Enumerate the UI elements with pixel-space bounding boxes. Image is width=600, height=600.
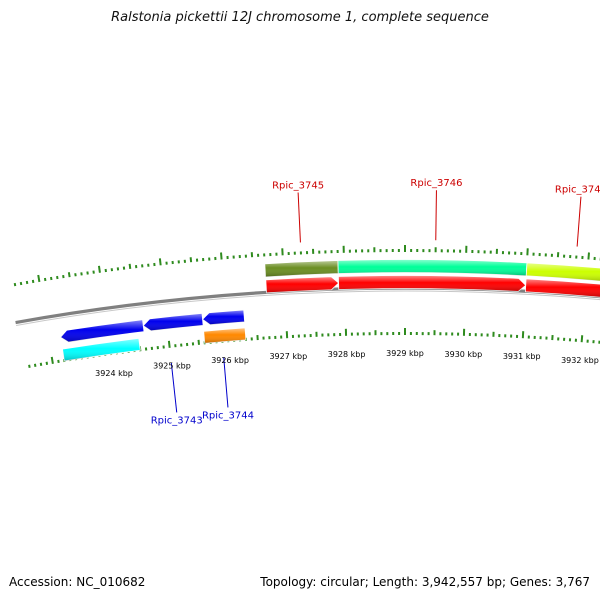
scale-label: 3930 kbp bbox=[445, 350, 483, 359]
scale-tick bbox=[128, 263, 132, 269]
genes-label: Genes: bbox=[509, 575, 552, 589]
scale-label: 3928 kbp bbox=[328, 350, 366, 359]
gene-labels: Rpic_3745 Rpic_3746 Rpic_3747 Rpic_3743Rpic… bbox=[151, 178, 600, 426]
gene-feature-shading bbox=[60, 319, 144, 343]
gene-feature-shading bbox=[203, 327, 246, 344]
scale-tick bbox=[167, 340, 171, 348]
gene-feature-shading bbox=[526, 262, 600, 282]
length-label: Length: bbox=[372, 575, 419, 589]
label-callout bbox=[297, 192, 301, 243]
gene-label-Rpic_3746: Rpic_3746 bbox=[410, 178, 462, 189]
map-title: Ralstonia pickettii 12J chromosome 1, co… bbox=[111, 10, 489, 25]
label-callout bbox=[576, 196, 582, 247]
gene-label-Rpic_3743: Rpic_3743 bbox=[151, 415, 203, 426]
label-callout bbox=[435, 190, 437, 241]
scale-label: 3929 kbp bbox=[386, 349, 424, 358]
scale-tick bbox=[97, 265, 101, 273]
gene-label-Rpic_3747: Rpic_3747 bbox=[555, 185, 600, 196]
topology-value: circular; bbox=[320, 575, 369, 589]
scale-label: 3927 kbp bbox=[269, 352, 307, 361]
outer-tick-track bbox=[13, 245, 600, 287]
gene-feature-shading bbox=[202, 309, 245, 325]
label-callout bbox=[170, 362, 178, 413]
scale-label: 3924 kbp bbox=[95, 369, 133, 378]
gene-feature-shading bbox=[264, 260, 339, 277]
gene-feature-shading bbox=[62, 338, 141, 361]
gene-feature-shading bbox=[338, 275, 526, 292]
scale-tick bbox=[37, 274, 41, 283]
gene-features bbox=[59, 259, 600, 362]
scale-tick bbox=[28, 364, 31, 368]
kbp-scale-labels: 3924 kbp 3925 kbp 3926 kbp 3927 kbp 3928 kbp… bbox=[95, 349, 599, 378]
sequence-summary: Topology: circular; Length: 3,942,557 bp… bbox=[260, 575, 590, 589]
scale-label: 3931 kbp bbox=[503, 352, 541, 361]
gene-label-Rpic_3745: Rpic_3745 bbox=[272, 180, 324, 191]
scale-tick bbox=[19, 281, 23, 286]
scale-tick bbox=[39, 362, 43, 366]
scale-tick bbox=[50, 356, 54, 364]
label-callout bbox=[223, 357, 229, 408]
scale-tick bbox=[25, 280, 29, 285]
gene-feature-shading bbox=[143, 313, 204, 331]
gene-label-Rpic_3744: Rpic_3744 bbox=[202, 410, 254, 421]
gene-feature-shading bbox=[525, 278, 600, 298]
accession-label: Accession: bbox=[9, 575, 73, 589]
accession-value: NC_010682 bbox=[76, 575, 146, 589]
scale-label: 3932 kbp bbox=[561, 356, 599, 365]
backbone-highlight bbox=[16, 290, 600, 326]
scale-label: 3926 kbp bbox=[211, 356, 249, 365]
topology-label: Topology: bbox=[260, 575, 317, 589]
inner-tick-track bbox=[28, 328, 600, 368]
scale-label: 3925 kbp bbox=[153, 362, 191, 371]
genes-value: 3,767 bbox=[555, 575, 590, 589]
scale-tick bbox=[580, 335, 584, 343]
scale-tick bbox=[220, 252, 223, 260]
gene-feature-shading bbox=[337, 259, 527, 276]
scale-tick bbox=[67, 272, 71, 278]
length-value: 3,942,557 bp; bbox=[421, 575, 507, 589]
scale-tick bbox=[13, 282, 17, 287]
chromosome-backbone bbox=[15, 286, 600, 326]
scale-tick bbox=[33, 363, 37, 367]
accession-info: Accession: NC_010682 bbox=[9, 575, 145, 589]
scale-tick bbox=[158, 258, 162, 266]
gene-feature-shading bbox=[265, 276, 339, 293]
scale-tick bbox=[587, 252, 590, 260]
